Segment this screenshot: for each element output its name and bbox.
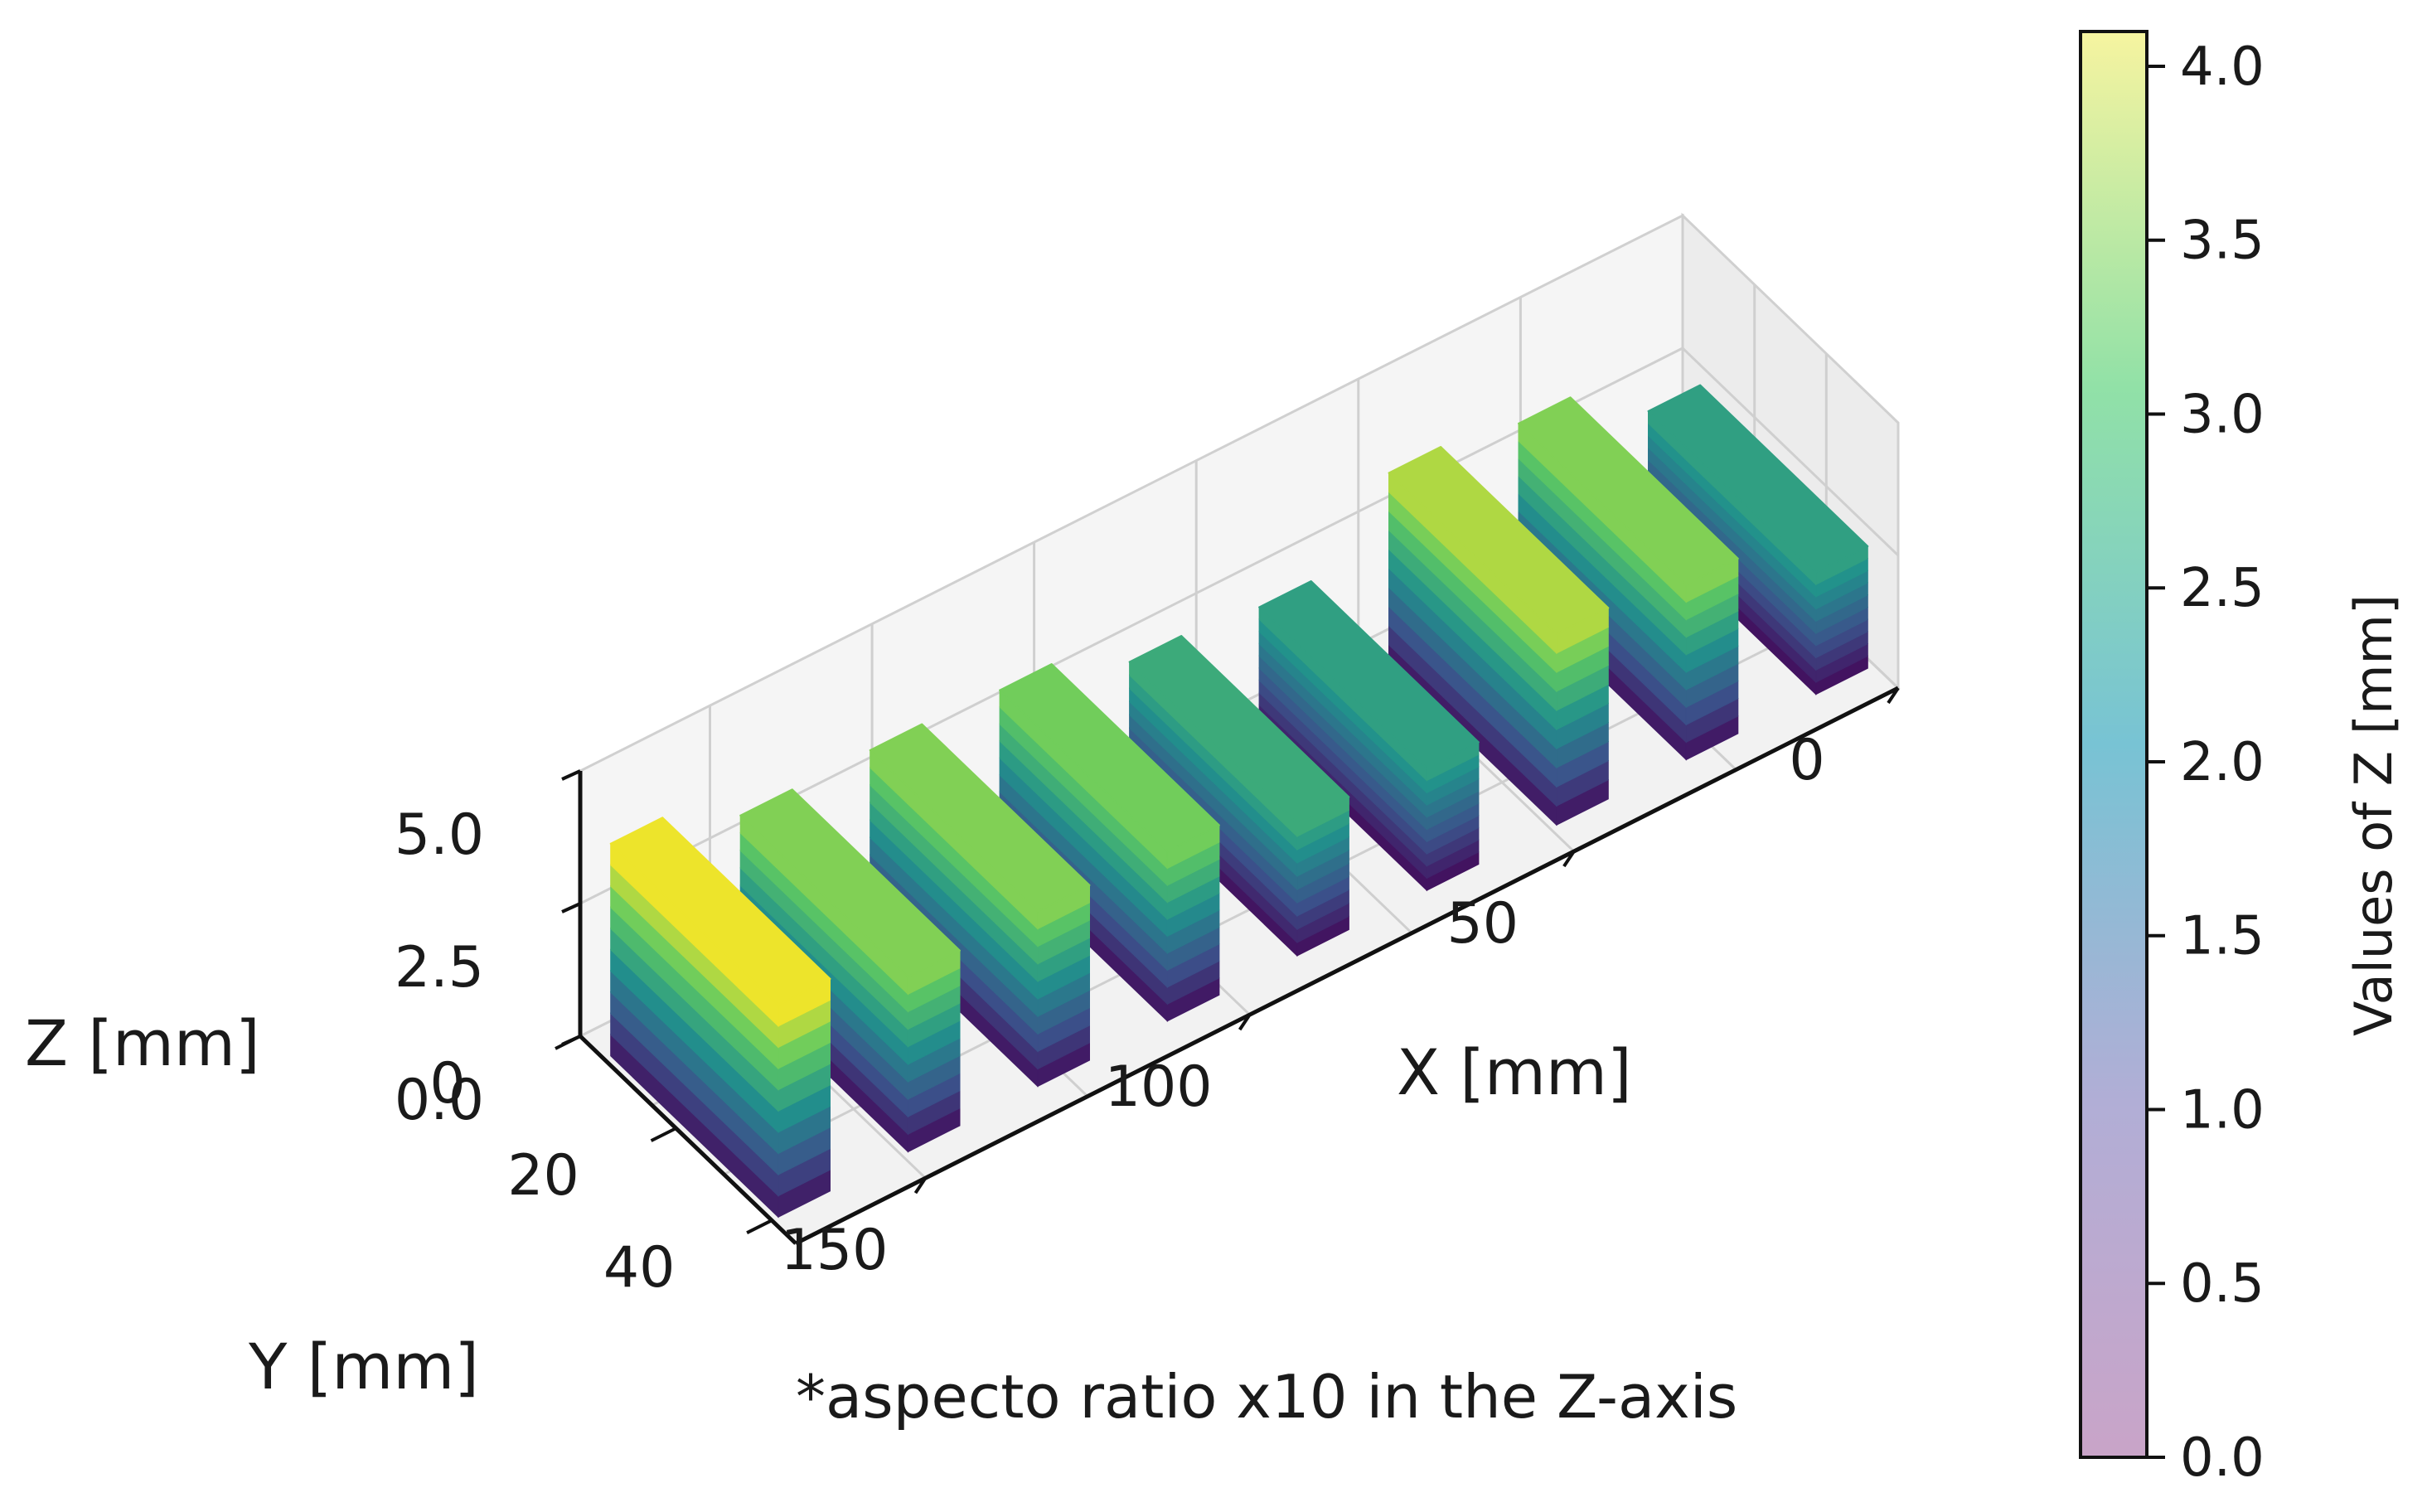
x-tick-mark [1238, 1014, 1252, 1031]
z-tick-label: 2.5 [395, 935, 484, 1001]
x-tick-label: 100 [1105, 1054, 1213, 1120]
ridge [1388, 446, 1610, 826]
ridge-top [999, 663, 1220, 852]
z-tick-labels: 0.0 2.5 5.0 [395, 769, 581, 1133]
x-tick-mark [1562, 850, 1576, 868]
ridge-top [1258, 580, 1480, 769]
z-tick-mark [561, 1035, 581, 1046]
ridge [1258, 580, 1480, 892]
z-tick-mark [561, 769, 581, 781]
colorbar-tick-label: 1.5 [2180, 906, 2265, 967]
ridge [609, 817, 831, 1219]
x-tick-label: 50 [1447, 891, 1519, 957]
colorbar-tick-label: 2.5 [2180, 558, 2265, 619]
colorbar-tick-label: 0.0 [2180, 1427, 2265, 1489]
aspect-ratio-note: *aspecto ratio x10 in the Z-axis [796, 1362, 1737, 1432]
data-ridges [609, 384, 1869, 1219]
x-tick-mark [1887, 686, 1900, 705]
colorbar-tick-label: 2.0 [2180, 732, 2265, 793]
ridge-top [1647, 384, 1869, 574]
colorbar-tick-label: 1.0 [2180, 1079, 2265, 1141]
y-tick-label: 20 [507, 1143, 579, 1209]
z-tick-mark [561, 902, 581, 914]
y-tick-mark [650, 1127, 677, 1142]
colorbar [2079, 30, 2148, 1459]
colorbar-tick-label: 4.0 [2180, 36, 2265, 98]
ridge-top [739, 788, 961, 978]
colorbar-tick-label: 3.0 [2180, 384, 2265, 445]
y-tick-mark [746, 1219, 773, 1235]
colorbar-ticks: 0.0 0.5 1.0 1.5 2.0 2.5 3.0 3.5 4.0 [2147, 36, 2265, 1489]
x-tick-labels: 0 50 100 150 [781, 686, 1900, 1283]
ridge-top [869, 723, 1091, 913]
y-tick-labels: 0 20 40 [429, 1035, 773, 1301]
y-axis-line [579, 1035, 797, 1245]
colorbar-tick-label: 0.5 [2180, 1253, 2265, 1315]
ridge [869, 723, 1091, 1088]
colorbar-tick-label: 3.5 [2180, 211, 2265, 272]
y-axis-label: Y [mm] [248, 1330, 479, 1403]
y-tick-label: 0 [429, 1051, 465, 1117]
ridge-top [1518, 396, 1739, 586]
ridge-top [1128, 635, 1350, 824]
z-axis-label: Z [mm] [25, 1006, 260, 1080]
x-tick-label: 0 [1789, 728, 1824, 793]
x-axis-line [794, 686, 1900, 1246]
z-tick-label: 5.0 [395, 802, 484, 868]
x-tick-mark [913, 1177, 928, 1195]
ridge-top [609, 817, 831, 1006]
z-tick-label: 0.0 [395, 1068, 484, 1133]
x-tick-label: 150 [781, 1218, 889, 1283]
colorbar-label: Values of Z [mm] [2343, 594, 2404, 1036]
ridge-top [1388, 446, 1610, 635]
y-tick-label: 40 [603, 1235, 676, 1301]
x-axis-label: X [mm] [1397, 1035, 1632, 1109]
